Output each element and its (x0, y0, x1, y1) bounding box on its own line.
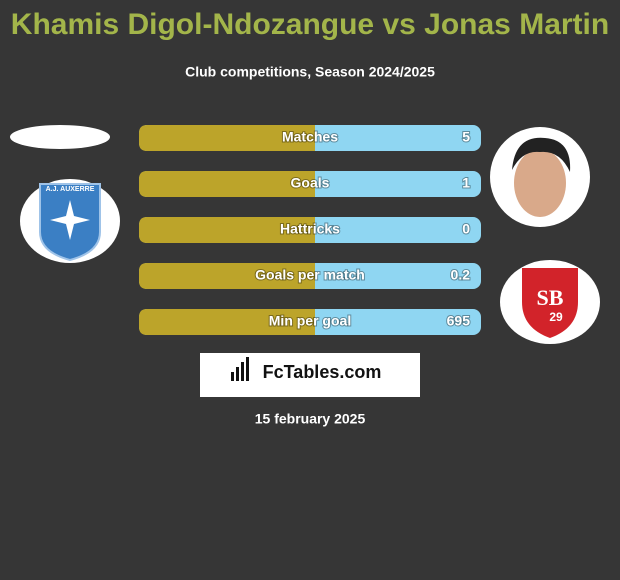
stat-value: 5 (462, 129, 470, 145)
auxerre-star (50, 200, 90, 240)
stat-label: Goals (291, 175, 330, 191)
date: 15 february 2025 (255, 411, 366, 427)
left-placeholder (10, 125, 110, 149)
stat-label: Min per goal (269, 313, 351, 329)
stat-row: Matches 5 (139, 125, 481, 151)
title: Khamis Digol-Ndozangue vs Jonas Martin (11, 8, 609, 41)
stat-value: 0 (462, 221, 470, 237)
subtitle: Club competitions, Season 2024/2025 (185, 64, 435, 80)
left-badge-text: A.J. AUXERRE (46, 186, 95, 193)
right-badge-number: 29 (549, 310, 563, 324)
bar-left (139, 171, 315, 197)
right-badge-letters: SB (537, 285, 564, 310)
stat-row: Hattricks 0 (139, 217, 481, 243)
stat-row: Min per goal 695 (139, 309, 481, 335)
bar-left (139, 263, 315, 289)
bar-left (139, 309, 315, 335)
hair (512, 137, 571, 172)
brand-text: FcTables.com (263, 362, 382, 382)
stat-row: Goals per match 0.2 (139, 263, 481, 289)
stat-value: 695 (447, 313, 471, 329)
brand-icon (231, 357, 249, 381)
stat-rows: Matches 5 Goals 1 Hattricks 0 Goals per match 0… (139, 125, 481, 335)
bar-left (139, 217, 315, 243)
face (514, 149, 566, 217)
bar-left (139, 125, 315, 151)
stat-label: Hattricks (280, 221, 340, 237)
stat-value: 1 (462, 175, 470, 191)
stat-label: Goals per match (255, 267, 365, 283)
stat-row: Goals 1 (139, 171, 481, 197)
stat-label: Matches (282, 129, 338, 145)
stat-value: 0.2 (451, 267, 471, 283)
brest-shield (522, 268, 578, 338)
